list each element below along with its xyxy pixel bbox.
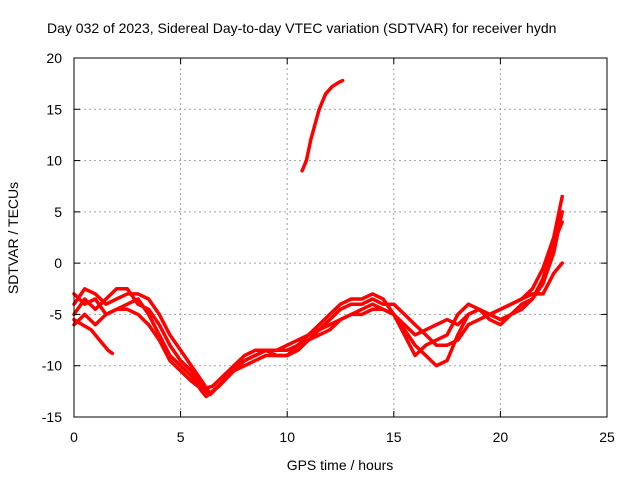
plot-frame <box>73 57 608 418</box>
series-line-track-5 <box>72 317 115 356</box>
x-tick-label: 25 <box>599 429 615 445</box>
x-axis-title: GPS time / hours <box>287 457 394 473</box>
y-tick-label: 10 <box>46 153 62 169</box>
x-tick-label: 20 <box>493 429 509 445</box>
y-tick-label: 15 <box>46 101 62 117</box>
y-tick-label: -5 <box>50 306 63 322</box>
chart-title: Day 032 of 2023, Sidereal Day-to-day VTE… <box>47 20 556 36</box>
y-tick-label: 0 <box>54 255 62 271</box>
x-tick-labels: 0 5 10 15 20 25 <box>70 429 615 445</box>
x-tick-label: 5 <box>177 429 185 445</box>
y-tick-labels: -15 -10 -5 0 5 10 15 20 <box>42 50 62 425</box>
y-tick-label: -10 <box>42 358 62 374</box>
x-tick-label: 0 <box>70 429 78 445</box>
x-tick-label: 15 <box>386 429 402 445</box>
y-axis-title: SDTVAR / TECUs <box>5 182 21 294</box>
series-line-track-4 <box>72 220 564 392</box>
grid <box>74 58 607 417</box>
y-tick-label: -15 <box>42 409 62 425</box>
axis-ticks <box>73 57 608 418</box>
series-line-track-6 <box>300 78 345 173</box>
x-tick-label: 10 <box>279 429 295 445</box>
y-tick-label: 20 <box>46 50 62 66</box>
plot-area <box>72 78 564 399</box>
series-line-track-3 <box>72 261 564 397</box>
y-tick-label: 5 <box>54 204 62 220</box>
